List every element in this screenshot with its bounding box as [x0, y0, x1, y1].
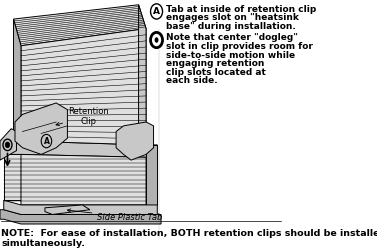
Polygon shape	[146, 145, 157, 205]
Polygon shape	[14, 19, 21, 141]
Polygon shape	[4, 200, 157, 214]
Polygon shape	[116, 122, 153, 160]
Text: side-to-side motion while: side-to-side motion while	[166, 50, 295, 59]
Circle shape	[153, 36, 159, 44]
Text: Note that center "dogleg": Note that center "dogleg"	[166, 33, 297, 42]
Polygon shape	[4, 141, 157, 157]
Text: Retention
Clip: Retention Clip	[56, 106, 109, 126]
Polygon shape	[15, 103, 67, 154]
Polygon shape	[4, 154, 21, 200]
Polygon shape	[139, 5, 146, 145]
Polygon shape	[0, 129, 17, 160]
Polygon shape	[21, 154, 146, 205]
Text: slot in clip provides room for: slot in clip provides room for	[166, 42, 313, 51]
Polygon shape	[21, 28, 146, 145]
Text: A: A	[43, 136, 49, 145]
Text: Side Plastic Tab: Side Plastic Tab	[67, 209, 163, 222]
Polygon shape	[14, 5, 146, 46]
Circle shape	[5, 142, 10, 148]
Text: Tab at inside of retention clip: Tab at inside of retention clip	[166, 5, 316, 14]
Text: NOTE:  For ease of installation, BOTH retention clips should be installed
simult: NOTE: For ease of installation, BOTH ret…	[2, 229, 377, 248]
Polygon shape	[0, 210, 161, 224]
Text: base" during installation.: base" during installation.	[166, 22, 295, 31]
Text: engaging retention: engaging retention	[166, 59, 264, 68]
Text: each side.: each side.	[166, 76, 217, 85]
Text: A: A	[153, 7, 160, 16]
Text: clip slots located at: clip slots located at	[166, 68, 265, 77]
Text: engages slot on "heatsink: engages slot on "heatsink	[166, 13, 299, 22]
Polygon shape	[45, 205, 90, 214]
